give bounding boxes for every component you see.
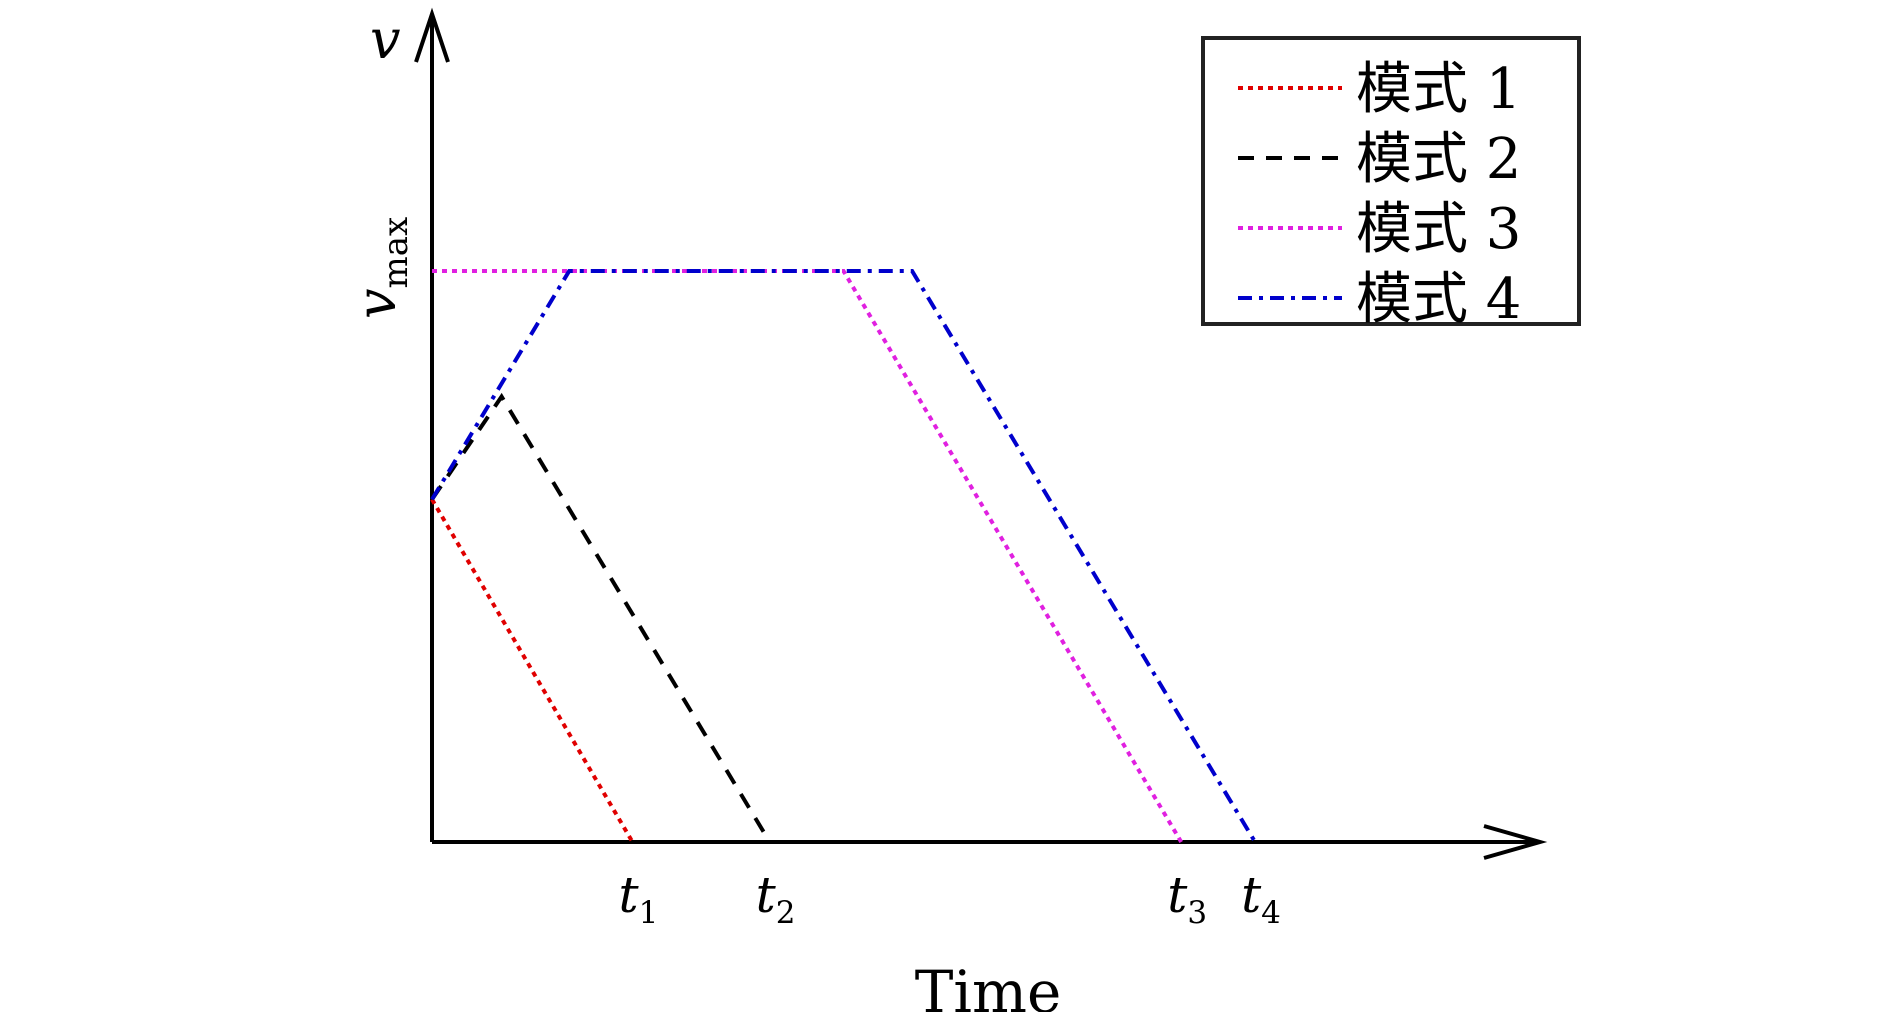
y-tick-label-vmax: vmax	[345, 217, 416, 319]
x-axis-arrow	[1483, 824, 1548, 860]
x-axis-label: Time	[915, 958, 1062, 1012]
legend-label-3: 模式 3	[1356, 197, 1521, 262]
x-tick-label-4: t4	[1241, 866, 1281, 931]
tick-labels: t1 t2 t3 t4 vmax	[345, 217, 1281, 931]
x-tick-label-2: t2	[756, 866, 796, 931]
legend-label-4: 模式 4	[1356, 267, 1521, 332]
series-line-3	[432, 269, 1183, 844]
legend: 模式 1模式 2模式 3模式 4	[1201, 36, 1581, 332]
legend-label-2: 模式 2	[1356, 127, 1521, 192]
series-line-2	[430, 392, 772, 844]
axes	[414, 7, 1548, 860]
series-group	[430, 269, 1257, 844]
series-line-4	[430, 269, 1257, 844]
y-axis-arrow	[414, 7, 450, 63]
y-axis-label: v	[370, 8, 401, 71]
legend-box	[1201, 36, 1581, 326]
x-tick-label-1: t1	[618, 866, 658, 931]
legend-label-1: 模式 1	[1356, 57, 1521, 122]
series-line-1	[430, 498, 635, 844]
x-tick-label-3: t3	[1167, 866, 1207, 931]
